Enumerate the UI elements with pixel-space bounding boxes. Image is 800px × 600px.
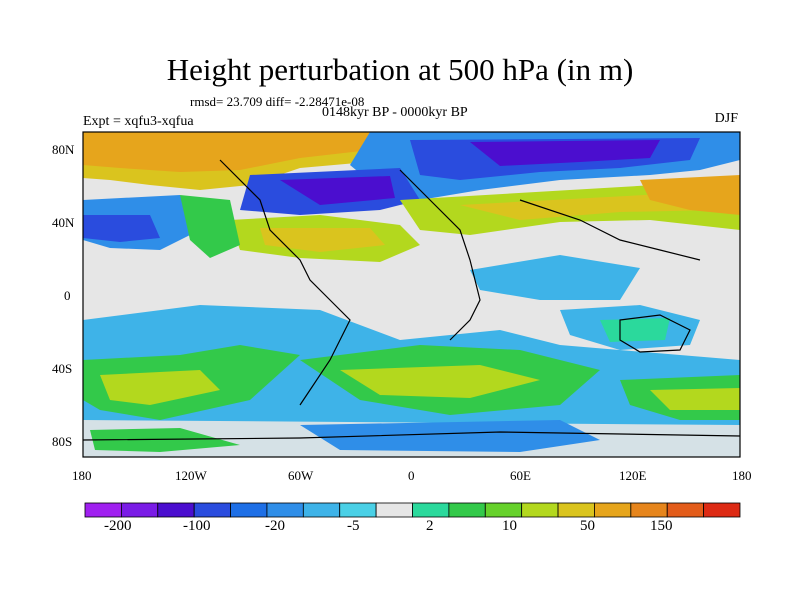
colorbar-swatch <box>521 502 559 518</box>
lon-label: 180 <box>72 468 92 483</box>
lon-label: 180 <box>732 468 752 483</box>
colorbar-label: 2 <box>426 518 434 534</box>
colorbar-swatch <box>666 502 705 518</box>
colorbar-swatch <box>448 502 486 518</box>
experiment-label: Expt = xqfu3-xqfua <box>83 114 194 129</box>
colorbar-swatch <box>484 502 523 518</box>
lon-label: 0 <box>408 468 415 483</box>
season-label: DJF <box>714 111 738 126</box>
height-field <box>83 132 740 457</box>
lat-label: 80N <box>52 142 75 157</box>
colorbar-label: 10 <box>502 518 517 534</box>
colorbar-label: -5 <box>347 518 360 534</box>
colorbar-swatch <box>375 502 413 518</box>
colorbar-swatch <box>230 502 268 518</box>
lat-label: 40N <box>52 215 75 230</box>
lat-label: 40S <box>52 361 73 376</box>
colorbar-label: 50 <box>580 518 595 534</box>
colorbar-swatch <box>557 502 595 518</box>
lon-label: 60E <box>510 468 531 483</box>
colorbar-swatch <box>703 502 741 518</box>
colorbar-swatch <box>412 502 450 518</box>
colorbar <box>84 502 741 518</box>
colorbar-swatch <box>630 502 668 518</box>
map-title: Height perturbation at 500 hPa (in m) <box>166 52 634 87</box>
colorbar-label: 150 <box>650 518 673 534</box>
lon-label: 120E <box>619 468 647 483</box>
stats-text: rmsd= 23.709 diff= -2.28471e-08 <box>190 94 365 109</box>
lon-label: 60W <box>288 468 314 483</box>
colorbar-swatch <box>84 502 122 518</box>
colorbar-swatch <box>266 502 304 518</box>
colorbar-swatch <box>302 502 341 518</box>
colorbar-swatch <box>157 502 195 518</box>
colorbar-swatch <box>594 502 632 518</box>
colorbar-label: -100 <box>183 518 211 534</box>
colorbar-label: -20 <box>265 518 285 534</box>
map-frame <box>82 131 741 458</box>
colorbar-swatch <box>339 502 377 518</box>
lat-label: 80S <box>52 434 73 449</box>
period-text: 0148kyr BP - 0000kyr BP <box>322 105 468 120</box>
lat-label: 0 <box>64 288 71 303</box>
colorbar-swatch <box>120 502 159 518</box>
colorbar-label: -200 <box>104 518 132 534</box>
colorbar-swatch <box>193 502 231 518</box>
lon-label: 120W <box>175 468 207 483</box>
